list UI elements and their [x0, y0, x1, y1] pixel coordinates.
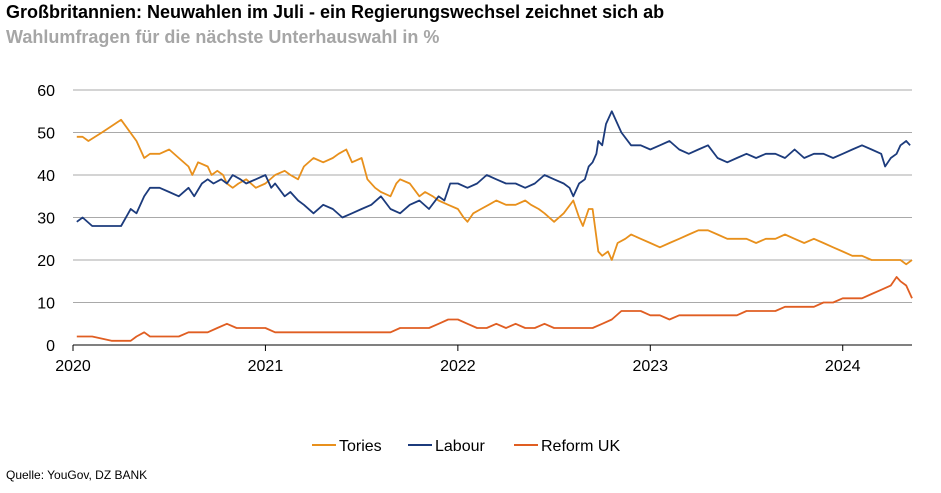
y-tick-label: 60 [37, 83, 55, 100]
series-line-tories [76, 118, 913, 266]
x-tick-label: 2022 [440, 358, 476, 375]
grid-lines [73, 89, 912, 303]
x-tick-label: 2024 [825, 358, 861, 375]
legend-label: Tories [339, 438, 382, 455]
y-tick-label: 30 [37, 211, 55, 228]
legend-label: Reform UK [541, 438, 620, 455]
series-line-reform-uk [76, 276, 913, 342]
chart-title: Großbritannien: Neuwahlen im Juli - ein … [6, 2, 665, 22]
y-tick-label: 20 [37, 253, 55, 270]
series-line-labour [76, 110, 911, 227]
y-tick-label: 10 [37, 296, 55, 313]
chart-subtitle: Wahlumfragen für die nächste Unterhauswa… [6, 27, 440, 47]
y-tick-label: 40 [37, 168, 55, 185]
legend-label: Labour [435, 438, 485, 455]
x-axis: 2020 2021 2022 2023 2024 [55, 344, 912, 375]
x-tick-label: 2021 [248, 358, 284, 375]
y-tick-labels: 0 10 20 30 40 50 60 [37, 83, 55, 355]
source-note: Quelle: YouGov, DZ BANK [6, 468, 148, 482]
y-tick-label: 0 [46, 338, 55, 355]
series-lines [76, 110, 913, 342]
x-tick-label: 2023 [632, 358, 668, 375]
y-tick-label: 50 [37, 126, 55, 143]
x-tick-label: 2020 [55, 358, 91, 375]
legend: Tories Labour Reform UK [312, 438, 620, 455]
